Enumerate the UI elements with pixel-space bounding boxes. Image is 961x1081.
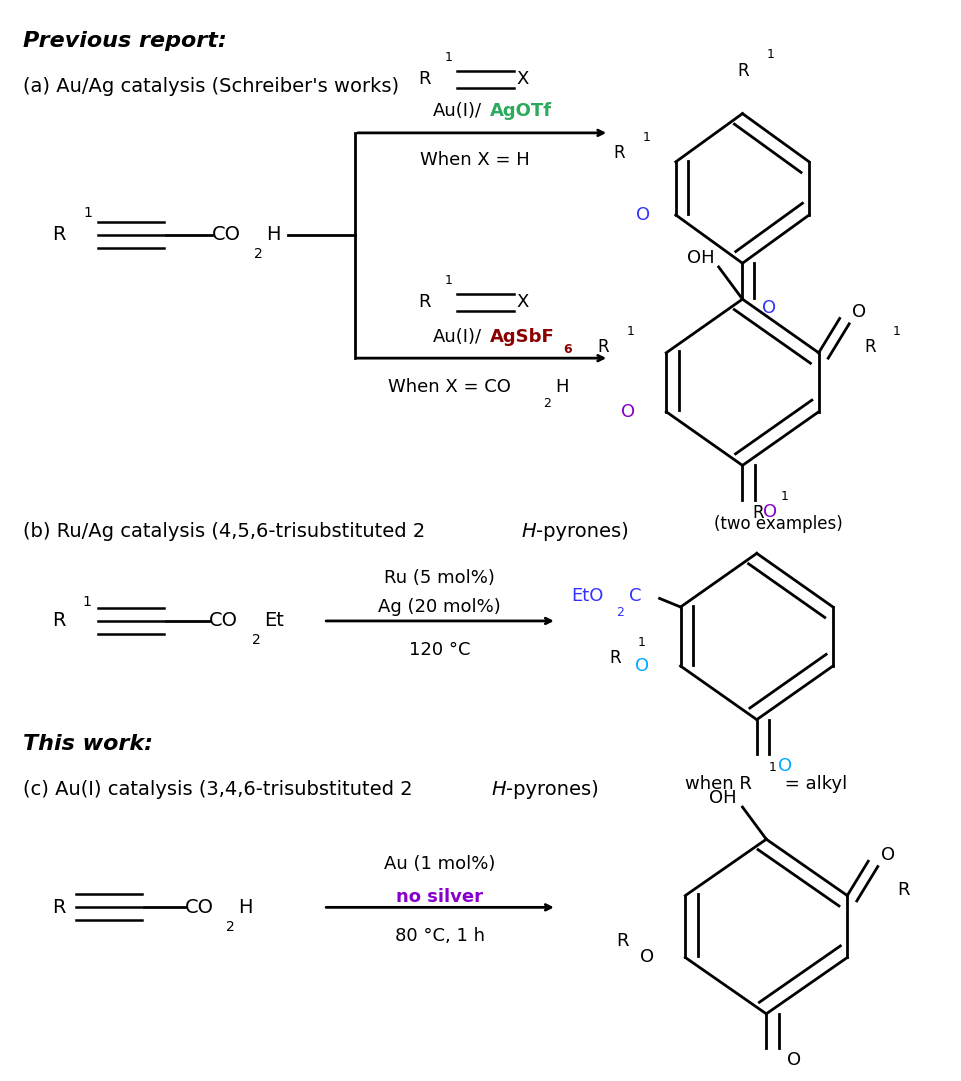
Text: R: R	[598, 338, 609, 357]
Text: 6: 6	[563, 343, 572, 356]
Text: R: R	[614, 144, 626, 162]
Text: 1: 1	[766, 48, 775, 62]
Text: (c) Au(I) catalysis (3,4,6-trisubstituted 2: (c) Au(I) catalysis (3,4,6-trisubstitute…	[23, 779, 413, 799]
Text: OH: OH	[687, 250, 715, 267]
Text: -pyrones): -pyrones)	[506, 779, 599, 799]
Text: O: O	[636, 206, 650, 224]
Text: Et: Et	[264, 612, 284, 630]
Text: O: O	[761, 299, 776, 317]
Text: 1: 1	[444, 51, 453, 64]
Text: CO: CO	[185, 898, 214, 917]
Text: CO: CO	[211, 225, 241, 244]
Text: 1: 1	[83, 595, 91, 609]
Text: when R: when R	[685, 775, 752, 793]
Text: 1: 1	[768, 761, 776, 774]
Text: R: R	[609, 650, 621, 667]
Text: O: O	[880, 845, 895, 864]
Text: O: O	[635, 657, 649, 675]
Text: O: O	[852, 303, 866, 321]
Text: X: X	[517, 70, 530, 89]
Text: (b) Ru/Ag catalysis (4,5,6-trisubstituted 2: (b) Ru/Ag catalysis (4,5,6-trisubstitute…	[23, 522, 426, 542]
Text: EtO: EtO	[571, 587, 604, 605]
Text: 2: 2	[252, 633, 260, 648]
Text: H: H	[266, 225, 281, 244]
Text: When X = CO: When X = CO	[388, 378, 511, 396]
Text: 2: 2	[543, 397, 552, 410]
Text: 1: 1	[780, 490, 788, 503]
Text: Previous report:: Previous report:	[23, 31, 227, 51]
Text: CO: CO	[209, 612, 238, 630]
Text: 1: 1	[638, 636, 646, 649]
Text: X: X	[517, 293, 530, 311]
Text: O: O	[621, 403, 634, 421]
Text: 120 °C: 120 °C	[408, 641, 470, 659]
Text: R: R	[897, 881, 909, 899]
Text: When X = H: When X = H	[421, 150, 530, 169]
Text: R: R	[738, 62, 750, 80]
Text: O: O	[787, 1051, 801, 1069]
Text: 1: 1	[444, 275, 453, 288]
Text: R: R	[865, 338, 876, 357]
Text: H: H	[238, 898, 253, 917]
Text: O: O	[777, 757, 792, 775]
Text: R: R	[52, 898, 65, 917]
Text: AgSbF: AgSbF	[490, 328, 554, 346]
Text: R: R	[419, 293, 431, 311]
Text: Ag (20 mol%): Ag (20 mol%)	[379, 598, 501, 616]
Text: This work:: This work:	[23, 734, 153, 755]
Text: R: R	[752, 504, 764, 522]
Text: AgOTf: AgOTf	[490, 103, 553, 120]
Text: 1: 1	[627, 324, 634, 338]
Text: = alkyl: = alkyl	[778, 775, 847, 793]
Text: no silver: no silver	[396, 888, 483, 906]
Text: H: H	[522, 522, 536, 542]
Text: 1: 1	[893, 324, 900, 338]
Text: R: R	[52, 225, 65, 244]
Text: R: R	[52, 612, 65, 630]
Text: Ru (5 mol%): Ru (5 mol%)	[384, 569, 495, 587]
Text: (a) Au/Ag catalysis (Schreiber's works): (a) Au/Ag catalysis (Schreiber's works)	[23, 77, 400, 96]
Text: (two examples): (two examples)	[714, 516, 843, 533]
Text: C: C	[629, 587, 642, 605]
Text: 80 °C, 1 h: 80 °C, 1 h	[395, 927, 484, 945]
Text: 2: 2	[254, 248, 262, 262]
Text: 1: 1	[84, 206, 92, 221]
Text: 1: 1	[643, 131, 651, 144]
Text: Au(I)/: Au(I)/	[432, 103, 482, 120]
Text: O: O	[763, 503, 777, 521]
Text: H: H	[554, 378, 568, 396]
Text: O: O	[640, 948, 653, 966]
Text: Au (1 mol%): Au (1 mol%)	[383, 855, 495, 873]
Text: Au(I)/: Au(I)/	[432, 328, 482, 346]
Text: -pyrones): -pyrones)	[535, 522, 628, 542]
Text: R: R	[419, 70, 431, 89]
Text: R: R	[617, 932, 629, 949]
Text: OH: OH	[709, 789, 737, 808]
Text: H: H	[492, 779, 506, 799]
Text: 2: 2	[616, 605, 624, 618]
Text: 2: 2	[226, 920, 234, 934]
